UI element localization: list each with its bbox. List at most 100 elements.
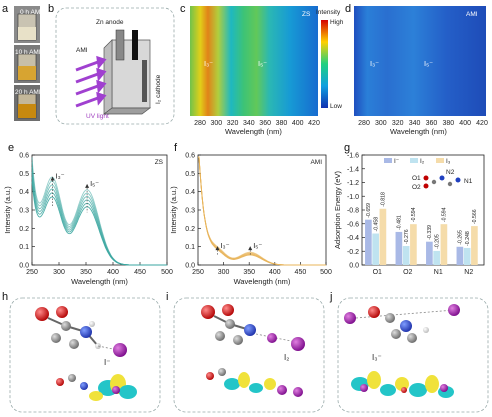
y-tick-label: 0.3	[185, 208, 195, 215]
legend-swatch	[384, 158, 392, 163]
panel-letter-i: i	[166, 291, 168, 303]
panel-i-frame	[173, 297, 325, 413]
bar	[365, 219, 372, 265]
x-tick-label: 350	[243, 269, 255, 276]
y-tick-label: 0.4	[19, 189, 29, 196]
y-tick-label: -0.2	[347, 249, 359, 256]
panel-h: h I⁻	[2, 291, 161, 413]
legend-label: I⁻	[394, 158, 400, 165]
x-tick-label: 400	[107, 269, 119, 276]
bar-value-label: -0.265	[458, 230, 464, 245]
x-tick-label: 250	[26, 269, 38, 276]
heatmap-zs-xtick: 320	[227, 120, 239, 127]
heatmap-ami-xtick: 420	[476, 120, 488, 127]
heatmap-ami-xlabel: Wavelength (nm)	[390, 127, 447, 136]
vial-label-20h: 20 h AMI	[15, 89, 41, 96]
y-tick-label: 0.1	[19, 244, 29, 251]
heatmap-ami-i5-label: I₅⁻	[424, 59, 433, 68]
molecule-ami-h	[35, 306, 127, 357]
y-tick-label: 0.5	[185, 171, 195, 178]
cathode-label: I₂ cathode	[155, 74, 162, 104]
panel-b-frame	[55, 7, 175, 125]
x-axis-title: Wavelength (nm)	[71, 277, 128, 286]
y-tick-label: -0.8	[347, 208, 359, 215]
bar	[372, 233, 379, 265]
x-tick-label: 450	[134, 269, 146, 276]
spectrum-line	[31, 157, 167, 266]
panel-letter-h: h	[2, 291, 8, 303]
bar	[440, 224, 448, 265]
heatmap-zs-xtick: 340	[243, 120, 255, 127]
y-tick-label: 0.3	[19, 208, 29, 215]
vial-10h: 10 h AMI	[14, 45, 41, 83]
y-tick-label: 0.5	[19, 171, 29, 178]
panel-letter-d: d	[345, 3, 351, 15]
panel-a: a 0 h AMI 10 h AMI 20 h AMI	[2, 3, 42, 121]
bar	[471, 226, 478, 265]
bar-value-label: -0.458	[373, 217, 379, 232]
panel-g-chart: g 0.0 -0.2 -0.4 -0.6 -0.8 -1.0 -1.2 -1.4 -1.6 Adso…	[333, 142, 485, 276]
bar	[433, 250, 440, 265]
bar	[379, 208, 387, 265]
cell-illustration	[102, 29, 152, 115]
spectrum-line	[198, 156, 326, 266]
iodide-atom	[113, 343, 127, 357]
colorbar-title: Intensity	[316, 9, 341, 16]
y-tick-label: -1.6	[347, 153, 359, 160]
spectrum-line	[31, 171, 167, 266]
colorbar-high: High	[330, 19, 344, 26]
y-tick-label: -0.4	[347, 235, 359, 242]
uv-light-label: UV light	[86, 113, 109, 120]
heatmap-zs-xtick: 420	[308, 120, 320, 127]
heatmap-zs-xtick: 300	[210, 120, 222, 127]
y-axis-title: Intensity (a.u.)	[3, 186, 12, 234]
panel-i-label: I₂	[284, 353, 289, 362]
spectrum-line	[31, 181, 167, 266]
heatmap-zs-xtick: 400	[292, 120, 304, 127]
bar-value-label: -0.566	[472, 209, 478, 224]
heatmap-ami-xtick: 320	[392, 120, 404, 127]
y-tick-label: -1.4	[347, 166, 359, 173]
y-tick-label: 0.2	[185, 226, 195, 233]
heatmap-zs-xticks: 280 300 320 340 360 380 400 420	[194, 120, 320, 127]
panel-j-frame	[337, 297, 489, 413]
bar-value-label: -0.205	[434, 234, 440, 249]
x-tick-label: 300	[53, 269, 65, 276]
orbital-i	[206, 368, 303, 397]
bar-value-label: -0.594	[411, 207, 417, 222]
panel-h-label: I⁻	[104, 358, 110, 367]
plot-frame	[31, 154, 168, 266]
y-tick-label: 0.0	[349, 263, 359, 270]
x-tick-label: 450	[295, 269, 307, 276]
peak-arrow	[85, 183, 90, 188]
vial-label-0h: 0 h AMI	[20, 9, 42, 16]
panel-letter-j: j	[329, 291, 332, 303]
atom-label-o1: O1	[412, 175, 421, 182]
x-tick-label: 400	[269, 269, 281, 276]
heatmap-zs-xtick: 280	[194, 120, 206, 127]
x-tick-label: 500	[320, 269, 332, 276]
bar-value-label: -0.276	[404, 229, 410, 244]
peak-label: I₅⁻	[90, 179, 99, 188]
x-tick-label: 250	[192, 269, 204, 276]
y-tick-label: 0.0	[19, 263, 29, 270]
panel-b: b Zn anode AMI I₂ cathode UV light	[48, 3, 175, 125]
chart-tag: ZS	[155, 159, 164, 166]
y-axis-title: Intensity (a.u.)	[169, 186, 178, 234]
vial-label-10h: 10 h AMI	[15, 49, 41, 56]
y-tick-label: -0.6	[347, 221, 359, 228]
category-label: O2	[403, 269, 412, 276]
heatmap-zs-tag: ZS	[302, 11, 311, 18]
heatmap-zs-xtick: 360	[259, 120, 271, 127]
bar-value-label: -0.248	[465, 231, 471, 246]
y-tick-label: 0.4	[185, 189, 195, 196]
panel-j-label: I₃⁻	[372, 353, 382, 362]
molecule-inset	[423, 175, 461, 189]
molecule-ami-i	[201, 304, 305, 351]
heatmap-ami-xtick: 360	[426, 120, 438, 127]
x-tick-label: 350	[80, 269, 92, 276]
heatmap-zs-xtick: 380	[276, 120, 288, 127]
panel-f-chart: f 250 300 350 400 450 500 0.0 0.1 0.2 0.3 0.4 0.5 0.6…	[169, 142, 332, 286]
bar	[395, 231, 403, 265]
y-tick-label: 0.0	[185, 263, 195, 270]
